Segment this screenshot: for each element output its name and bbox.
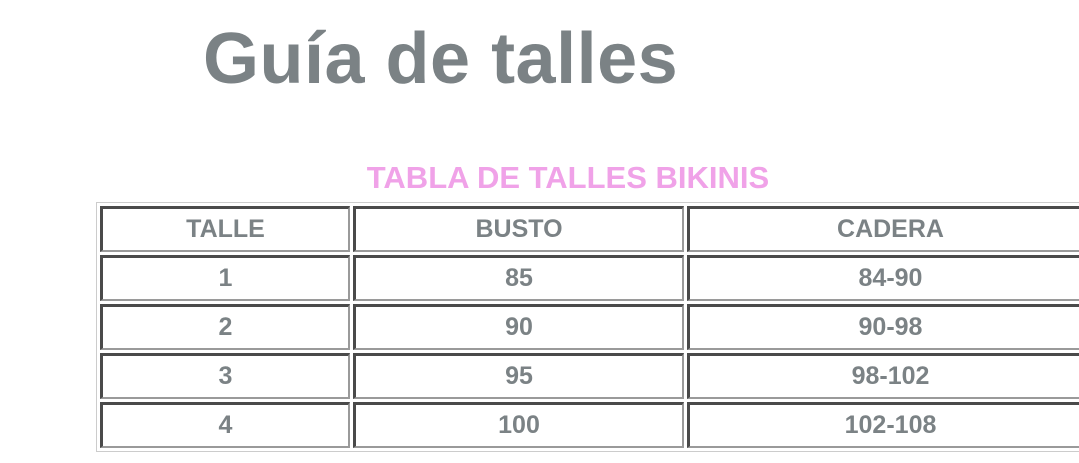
table-caption: TABLA DE TALLES BIKINIS (366, 160, 770, 195)
table-row: 3 95 98-102 (100, 353, 1079, 399)
header-talle: TALLE (100, 206, 350, 252)
cell-busto: 90 (353, 304, 684, 350)
cell-talle: 1 (100, 255, 350, 301)
cell-cadera: 84-90 (687, 255, 1079, 301)
cell-talle: 2 (100, 304, 350, 350)
cell-talle: 4 (100, 402, 350, 448)
header-cadera: CADERA (687, 206, 1079, 252)
size-table: TALLE BUSTO CADERA 1 85 84-90 2 90 90-98… (96, 202, 1079, 452)
cell-busto: 100 (353, 402, 684, 448)
cell-cadera: 102-108 (687, 402, 1079, 448)
header-busto: BUSTO (353, 206, 684, 252)
table-row: 2 90 90-98 (100, 304, 1079, 350)
cell-talle: 3 (100, 353, 350, 399)
table-row: 4 100 102-108 (100, 402, 1079, 448)
cell-busto: 95 (353, 353, 684, 399)
cell-cadera: 98-102 (687, 353, 1079, 399)
cell-cadera: 90-98 (687, 304, 1079, 350)
table-row: 1 85 84-90 (100, 255, 1079, 301)
table-header-row: TALLE BUSTO CADERA (100, 206, 1079, 252)
page-title: Guía de talles (203, 19, 679, 99)
cell-busto: 85 (353, 255, 684, 301)
